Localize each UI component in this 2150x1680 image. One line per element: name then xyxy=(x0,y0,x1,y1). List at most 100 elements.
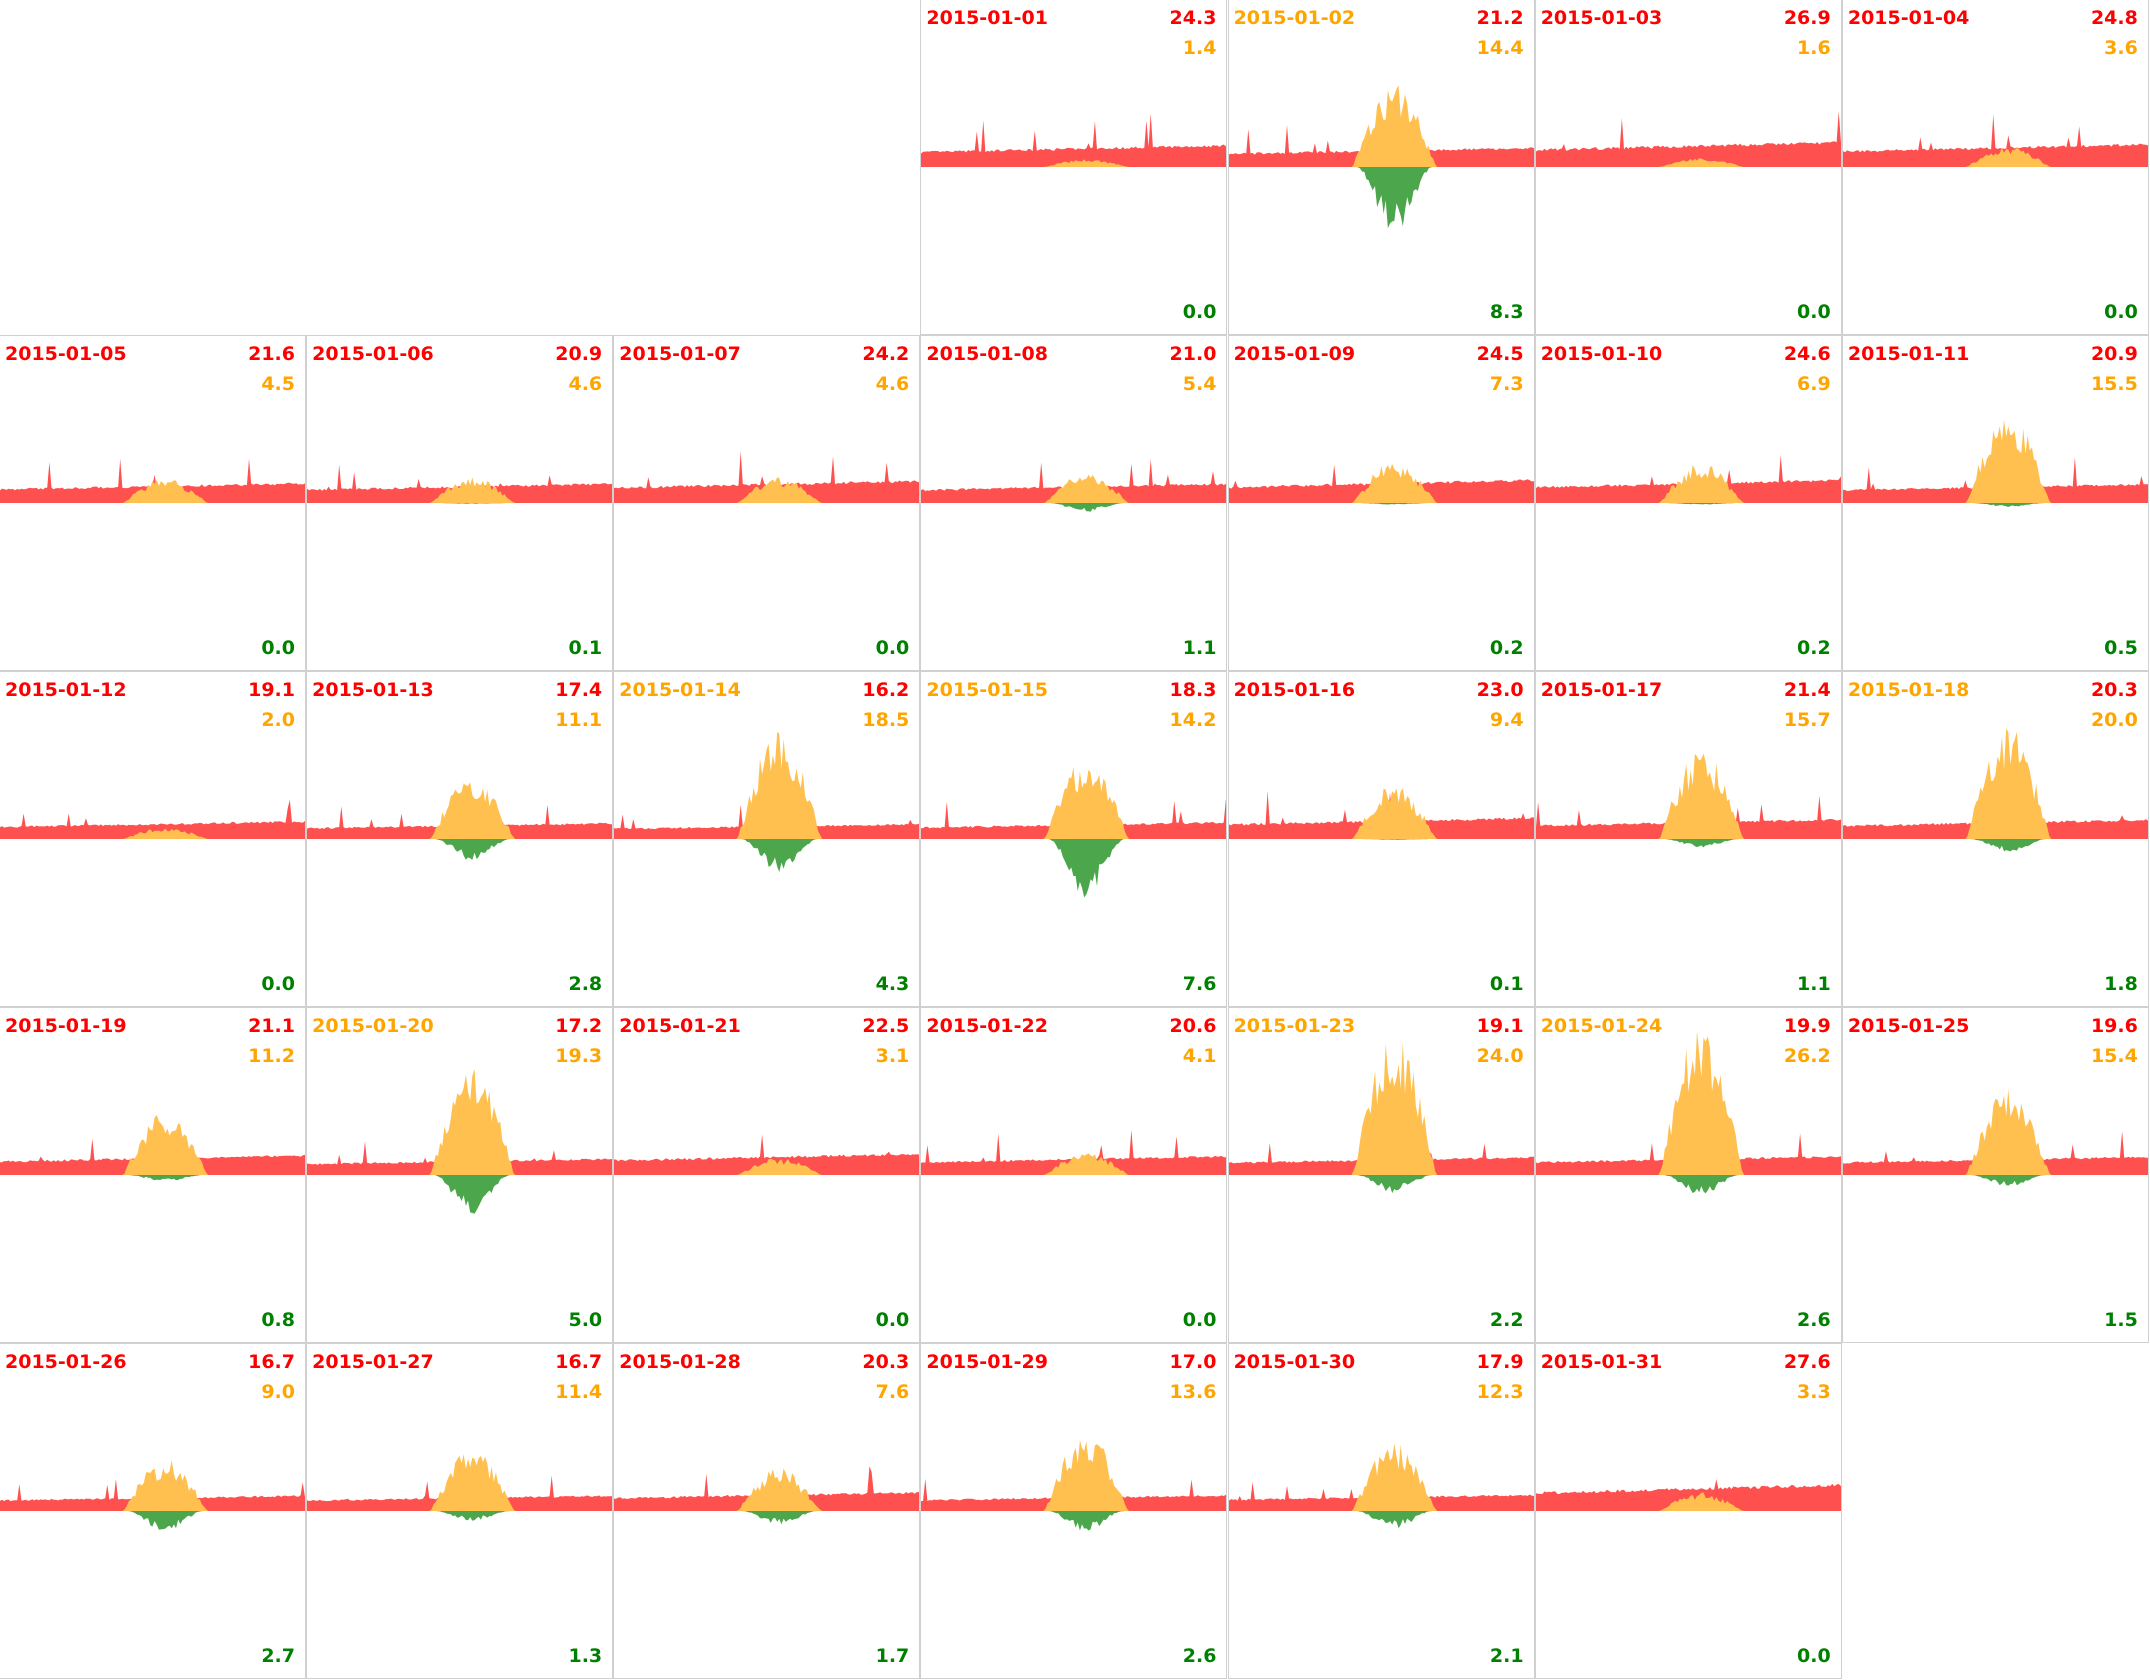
export-total-label: 7.6 xyxy=(1182,973,1217,995)
day-date-label: 2015-01-18 xyxy=(1847,679,1970,701)
day-date-label: 2015-01-08 xyxy=(926,343,1048,365)
solar-total-label: 11.2 xyxy=(248,1045,295,1067)
day-date-label: 2015-01-19 xyxy=(5,1015,127,1037)
solar-area xyxy=(1228,1443,1534,1511)
solar-total-label: 15.5 xyxy=(2090,373,2138,395)
export-area xyxy=(1842,839,2148,852)
solar-total-label: 4.6 xyxy=(875,373,910,395)
solar-area xyxy=(921,159,1227,167)
consumption-area xyxy=(1535,111,1841,167)
export-area xyxy=(614,1511,920,1525)
day-cell: 2015-01-25 19.6 15.4 1.5 xyxy=(1841,1007,2149,1343)
day-chart xyxy=(614,451,920,503)
day-date-label: 2015-01-30 xyxy=(1233,1351,1356,1373)
solar-area xyxy=(614,477,920,503)
consumption-area xyxy=(307,1475,613,1511)
export-total-label: 0.0 xyxy=(261,973,295,995)
day-date-label: 2015-01-04 xyxy=(1847,7,1970,29)
solar-total-label: 1.6 xyxy=(1797,37,1831,59)
day-chart xyxy=(307,1454,613,1521)
export-total-label: 5.0 xyxy=(568,1309,603,1331)
solar-area xyxy=(307,477,613,503)
consumption-total-label: 26.9 xyxy=(1783,7,1831,29)
solar-total-label: 4.6 xyxy=(568,373,603,395)
consumption-area xyxy=(1842,1131,2148,1175)
export-total-label: 0.2 xyxy=(1489,637,1524,659)
day-cell: 2015-01-21 22.5 3.1 0.0 xyxy=(613,1007,921,1343)
solar-total-label: 7.3 xyxy=(1489,373,1524,395)
solar-area xyxy=(1228,85,1534,167)
day-cell: 2015-01-01 24.3 1.4 0.0 xyxy=(920,0,1228,335)
export-area xyxy=(307,1511,613,1521)
consumption-total-label: 20.3 xyxy=(2090,679,2138,701)
day-chart xyxy=(921,459,1227,512)
export-area xyxy=(1228,167,1534,229)
export-total-label: 1.1 xyxy=(1797,973,1831,995)
day-cell: 2015-01-30 17.9 12.3 2.1 xyxy=(1227,1343,1535,1679)
day-chart xyxy=(1535,455,1841,505)
export-area xyxy=(614,839,920,872)
consumption-total-label: 20.9 xyxy=(555,343,603,365)
day-cell: 2015-01-03 26.9 1.6 0.0 xyxy=(1534,0,1842,335)
day-cell: 2015-01-08 21.0 5.4 1.1 xyxy=(920,335,1228,671)
export-total-label: 1.7 xyxy=(875,1645,910,1667)
consumption-total-label: 20.6 xyxy=(1169,1015,1217,1037)
day-cell: 2015-01-13 17.4 11.1 2.8 xyxy=(306,671,614,1007)
consumption-area xyxy=(0,458,305,503)
day-cell: 2015-01-29 17.0 13.6 2.6 xyxy=(920,1343,1228,1679)
consumption-area xyxy=(1535,455,1841,503)
day-cell: 2015-01-02 21.2 14.4 8.3 xyxy=(1227,0,1535,335)
day-date-label: 2015-01-01 xyxy=(926,7,1048,29)
day-chart xyxy=(1228,1443,1534,1529)
solar-area xyxy=(1535,753,1841,839)
solar-area xyxy=(921,1153,1227,1175)
export-total-label: 2.2 xyxy=(1489,1309,1524,1331)
day-date-label: 2015-01-23 xyxy=(1233,1015,1356,1037)
consumption-area xyxy=(0,1479,305,1511)
solar-area xyxy=(307,782,613,839)
day-date-label: 2015-01-17 xyxy=(1540,679,1663,701)
solar-total-label: 3.6 xyxy=(2104,37,2138,59)
consumption-total-label: 16.2 xyxy=(862,679,910,701)
day-chart xyxy=(1842,419,2148,507)
export-total-label: 0.0 xyxy=(1182,301,1217,323)
solar-area xyxy=(614,1468,920,1511)
day-date-label: 2015-01-03 xyxy=(1540,7,1663,29)
day-cell: 2015-01-27 16.7 11.4 1.3 xyxy=(306,1343,614,1679)
consumption-area xyxy=(921,1478,1227,1511)
solar-area xyxy=(1842,728,2148,839)
export-total-label: 0.0 xyxy=(875,1309,910,1331)
day-cell: 2015-01-19 21.1 11.2 0.8 xyxy=(0,1007,306,1343)
solar-area xyxy=(1842,1088,2148,1175)
solar-area xyxy=(1535,158,1841,167)
day-chart xyxy=(1535,1031,1841,1194)
day-chart xyxy=(1535,1479,1841,1511)
solar-total-label: 2.0 xyxy=(261,709,295,731)
day-date-label: 2015-01-16 xyxy=(1233,679,1356,701)
day-date-label: 2015-01-11 xyxy=(1847,343,1970,365)
consumption-total-label: 21.0 xyxy=(1169,343,1217,365)
day-cell: 2015-01-16 23.0 9.4 0.1 xyxy=(1227,671,1535,1007)
day-date-label: 2015-01-07 xyxy=(619,343,741,365)
export-total-label: 0.0 xyxy=(2104,301,2138,323)
solar-total-label: 9.4 xyxy=(1489,709,1524,731)
export-area xyxy=(1535,1175,1841,1194)
day-chart xyxy=(1535,111,1841,167)
export-total-label: 2.8 xyxy=(568,973,603,995)
consumption-total-label: 21.4 xyxy=(1783,679,1831,701)
consumption-area xyxy=(1228,1143,1534,1175)
consumption-total-label: 16.7 xyxy=(248,1351,295,1373)
day-chart xyxy=(614,731,920,872)
day-date-label: 2015-01-15 xyxy=(926,679,1048,701)
consumption-total-label: 19.9 xyxy=(1783,1015,1831,1037)
solar-total-label: 3.3 xyxy=(1797,1381,1831,1403)
day-chart xyxy=(1842,114,2148,167)
solar-total-label: 13.6 xyxy=(1169,1381,1217,1403)
day-chart xyxy=(307,782,613,860)
export-total-label: 1.1 xyxy=(1182,637,1217,659)
day-chart xyxy=(921,1129,1227,1175)
day-chart xyxy=(0,1460,305,1530)
solar-area xyxy=(0,1114,305,1175)
day-chart xyxy=(0,1114,305,1181)
